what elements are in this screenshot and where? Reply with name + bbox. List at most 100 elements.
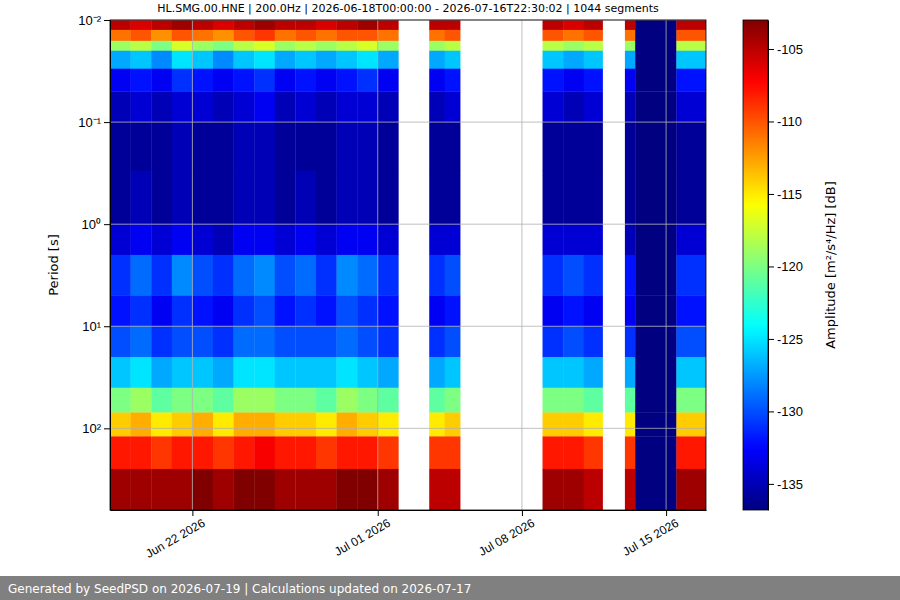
cell	[337, 436, 358, 469]
cell	[131, 51, 152, 69]
cell	[584, 30, 603, 41]
cell	[378, 357, 399, 388]
cell	[151, 69, 172, 92]
grid-line	[666, 20, 667, 510]
cell	[192, 388, 213, 413]
cell	[337, 469, 358, 510]
cell	[131, 255, 152, 296]
footer: Generated by SeedPSD on 2026-07-19 | Cal…	[8, 582, 471, 596]
colorbar-tick-mark	[768, 339, 774, 340]
cell	[295, 469, 316, 510]
cell	[635, 30, 676, 41]
colorbar-tick-label: -110	[777, 114, 802, 129]
colorbar-tick: -110	[768, 114, 802, 129]
cell	[635, 51, 676, 69]
cell	[151, 326, 172, 357]
grid-line	[521, 20, 522, 510]
cell	[543, 91, 564, 122]
cell	[378, 469, 399, 510]
cell	[131, 469, 152, 510]
cell	[234, 469, 255, 510]
cell	[676, 91, 706, 122]
cell	[584, 388, 603, 413]
y-tick-label: 10²	[82, 421, 101, 436]
y-tick: 10⁻²	[78, 13, 110, 28]
cell	[625, 30, 636, 41]
cell	[110, 20, 131, 30]
colorbar-tick: -120	[768, 259, 803, 274]
cell	[254, 388, 275, 413]
cell	[445, 296, 461, 327]
cell	[254, 20, 275, 30]
cell	[635, 436, 676, 469]
cell	[635, 388, 676, 413]
cell	[378, 255, 399, 296]
colorbar	[743, 20, 768, 510]
cell	[213, 357, 234, 388]
cell	[584, 122, 603, 171]
cell	[563, 357, 584, 388]
x-tick-label: Jul 08 2026	[476, 516, 537, 559]
cell	[429, 296, 445, 327]
cell	[378, 388, 399, 413]
cell	[234, 41, 255, 51]
cell	[357, 30, 378, 41]
cell	[429, 69, 445, 92]
cell	[234, 51, 255, 69]
cell	[316, 41, 337, 51]
cell	[275, 122, 296, 171]
cell	[429, 51, 445, 69]
cell	[295, 224, 316, 255]
y-tick: 10²	[82, 421, 110, 436]
cell	[172, 436, 193, 469]
cell	[445, 469, 461, 510]
cell	[254, 255, 275, 296]
cell	[429, 20, 445, 30]
colorbar-tick: -130	[768, 404, 803, 419]
cell	[337, 326, 358, 357]
cell	[357, 469, 378, 510]
cell	[275, 326, 296, 357]
plot-frame	[110, 20, 706, 510]
cell	[192, 469, 213, 510]
cell	[357, 388, 378, 413]
cell	[254, 122, 275, 171]
cell	[254, 51, 275, 69]
cell	[172, 41, 193, 51]
cell	[316, 413, 337, 437]
cell	[337, 69, 358, 92]
cell	[316, 171, 337, 225]
cell	[676, 469, 706, 510]
cell	[445, 91, 461, 122]
cell	[316, 20, 337, 30]
cell	[429, 122, 445, 171]
y-axis-title: Period [s]	[46, 234, 61, 296]
cell	[625, 20, 636, 30]
cell	[429, 30, 445, 41]
cell	[563, 296, 584, 327]
cell	[234, 224, 255, 255]
cell	[357, 41, 378, 51]
y-tick-label: 10¹	[82, 319, 101, 334]
cell	[192, 51, 213, 69]
y-tick: 10¹	[82, 319, 110, 334]
cell	[316, 326, 337, 357]
cell	[625, 224, 636, 255]
x-tick-mark	[378, 510, 379, 516]
cell	[192, 255, 213, 296]
cell	[378, 413, 399, 437]
cell	[563, 171, 584, 225]
cell	[676, 326, 706, 357]
cell	[357, 122, 378, 171]
cell	[378, 20, 399, 30]
cell	[563, 20, 584, 30]
cell	[635, 357, 676, 388]
colorbar-tick-label: -125	[777, 332, 803, 347]
y-tick: 10⁰	[82, 217, 110, 232]
y-tick-label: 10⁰	[82, 217, 101, 232]
cell	[584, 436, 603, 469]
cell	[192, 69, 213, 92]
cell	[295, 69, 316, 92]
cell	[676, 122, 706, 171]
cell	[316, 255, 337, 296]
